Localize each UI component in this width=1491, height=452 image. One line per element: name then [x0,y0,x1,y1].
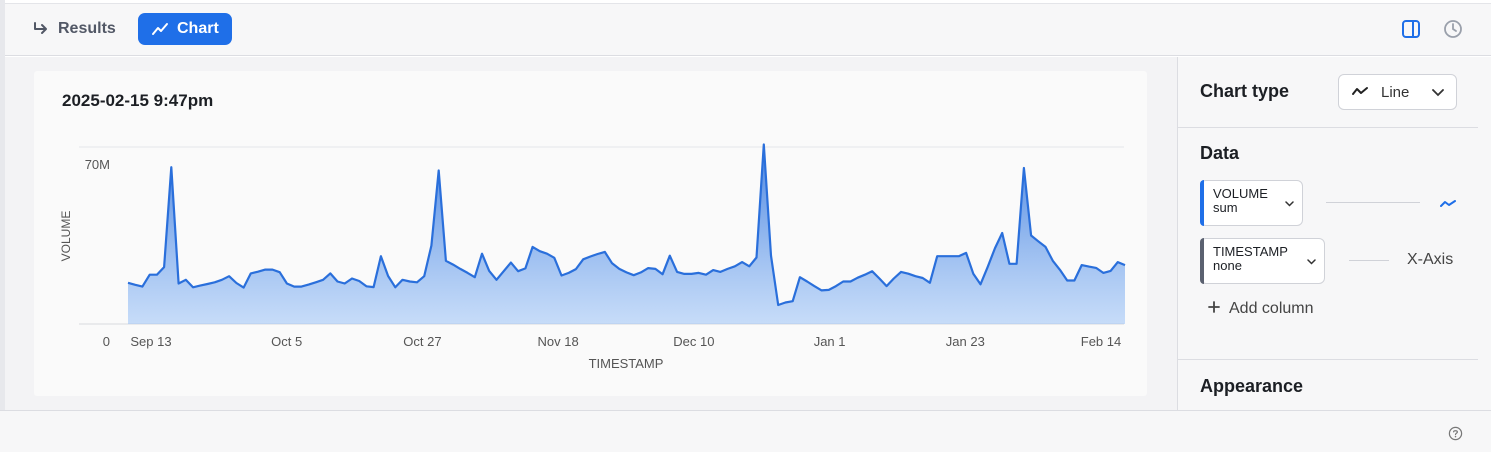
data-heading: Data [1200,143,1240,163]
history-clock-icon[interactable] [1442,18,1464,40]
arrow-return-icon [32,21,50,37]
line-series-icon[interactable] [1440,196,1456,214]
x-tick-label: Sep 13 [130,334,171,349]
column-aggregation: none [1213,258,1242,273]
tab-chart[interactable]: Chart [138,13,232,45]
chart-type-select[interactable]: Line [1338,74,1457,110]
plus-icon [1208,300,1220,318]
chart-config-panel: Chart type Line Data VOLUME sum TIM [1177,57,1491,410]
divider [1178,359,1478,360]
add-column-button[interactable]: Add column [1208,300,1314,318]
chart-type-value: Line [1381,83,1410,101]
tab-results[interactable]: Results [19,13,129,45]
chart-title: 2025-02-15 9:47pm [62,91,214,110]
divider [1178,127,1478,128]
tab-results-label: Results [58,20,116,37]
line-chart-icon [1351,84,1369,101]
x-tick-label: Jan 1 [814,334,846,349]
left-border [0,0,5,410]
y-tick-label: 0 [103,334,110,349]
panel-toggle-icon[interactable] [1400,18,1422,40]
chevron-down-icon [1432,84,1444,101]
x-tick-label: Dec 10 [673,334,714,349]
chevron-down-icon [1307,254,1316,268]
results-toolbar: Results Chart [5,3,1491,56]
add-column-label: Add column [1229,300,1314,317]
column-name: VOLUME [1213,186,1268,201]
x-tick-label: Nov 18 [537,334,578,349]
chart-pane: 2025-02-15 9:47pm 70M 0 VOLUME TIMESTAMP… [5,57,1177,410]
column-accent-bar [1200,238,1204,284]
connector-line [1349,260,1389,261]
x-axis-label: TIMESTAMP [589,356,664,371]
y-axis-label: VOLUME [59,211,73,262]
volume-area-chart: 70M 0 VOLUME TIMESTAMP Sep 13 Oct 5 Oct 27… [59,143,1126,371]
status-footer [0,410,1491,452]
x-tick-label: Oct 27 [403,334,441,349]
trend-line-icon [151,21,169,37]
x-tick-label: Oct 5 [271,334,302,349]
series-line-volume [127,143,1126,307]
column-role-label: X-Axis [1407,251,1454,268]
help-circle-icon[interactable] [1448,426,1463,446]
tab-chart-label: Chart [177,20,219,37]
appearance-heading: Appearance [1200,376,1304,396]
column-aggregation: sum [1213,200,1238,215]
chart-type-heading: Chart type [1200,81,1290,101]
x-tick-label: Feb 14 [1081,334,1121,349]
connector-line [1326,202,1420,203]
column-name: TIMESTAMP [1213,244,1288,259]
area-fill [128,144,1125,324]
chevron-down-icon [1285,196,1294,210]
y-tick-label: 70M [85,157,110,172]
column-accent-bar [1200,180,1204,226]
column-chip-volume[interactable]: VOLUME sum [1200,180,1303,226]
column-chip-timestamp[interactable]: TIMESTAMP none [1200,238,1325,284]
x-tick-label: Jan 23 [946,334,985,349]
chart-card: 2025-02-15 9:47pm 70M 0 VOLUME TIMESTAMP… [34,71,1147,396]
